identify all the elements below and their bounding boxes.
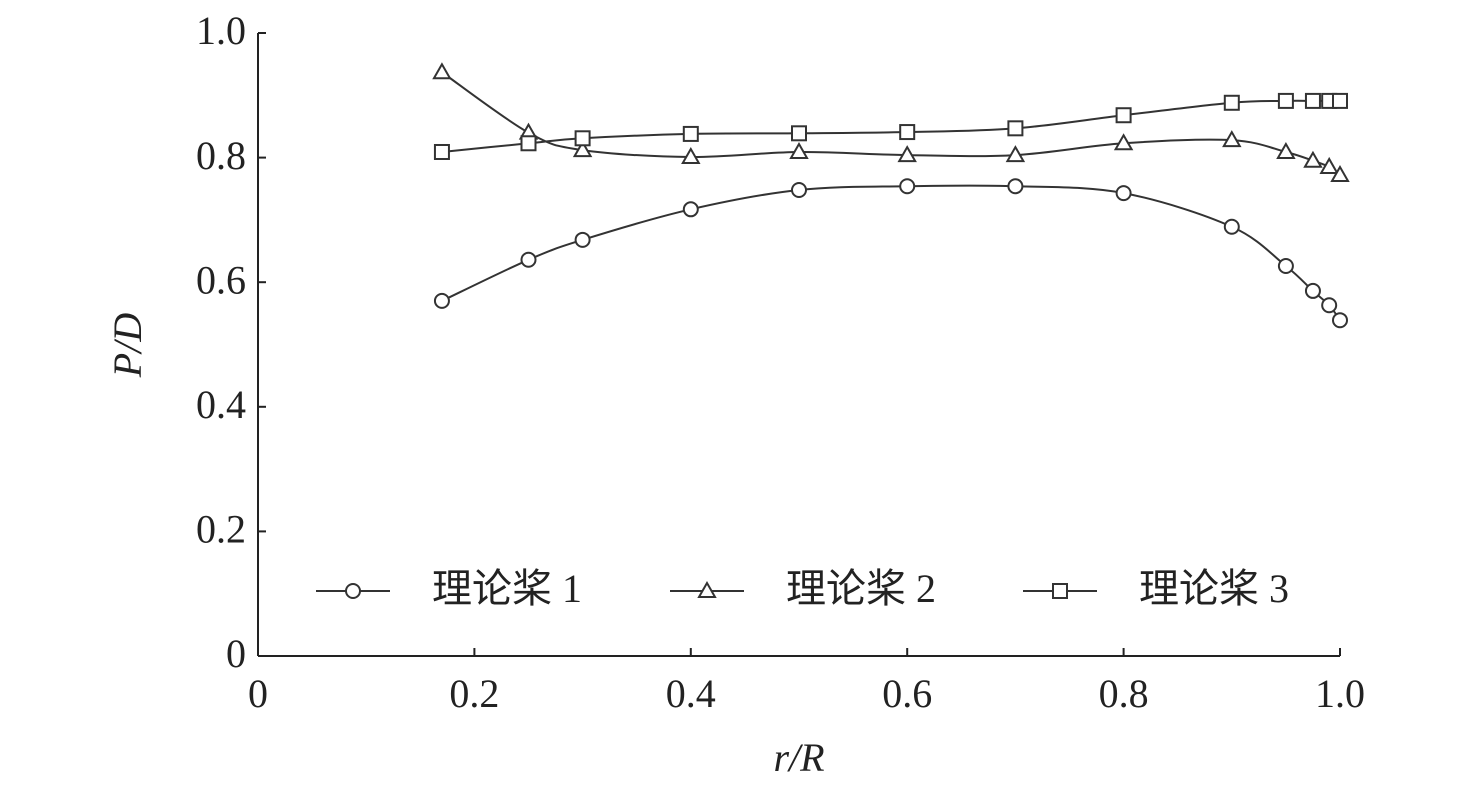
series-line [441,184,1341,321]
marker [1223,94,1240,111]
marker [1007,120,1024,137]
legend-label: 理论桨 2 [786,566,936,611]
marker [899,124,916,141]
marker [433,292,450,309]
marker [1052,583,1068,599]
marker [681,146,701,164]
y-tick-label: 0.8 [196,133,246,178]
marker [1330,165,1350,183]
x-tick-label: 0.6 [882,671,932,716]
y-tick-label: 1.0 [196,8,246,53]
marker [1115,107,1132,124]
marker [1005,145,1026,163]
y-tick-label: 0.6 [196,257,246,302]
marker [1276,141,1296,159]
marker [345,583,361,599]
marker [1304,282,1321,299]
marker [520,251,537,268]
marker [791,181,807,198]
marker [574,231,591,248]
marker [572,140,593,158]
marker [897,145,917,163]
marker [1277,258,1294,275]
marker [1223,218,1240,235]
marker [1304,92,1321,109]
x-axis-label: r/R [773,735,824,780]
marker [1222,130,1242,148]
marker [433,143,450,160]
marker [574,130,591,147]
x-tick-label: 1.0 [1315,671,1365,716]
series-line [441,71,1341,176]
x-tick-label: 0.8 [1099,671,1149,716]
marker [791,125,807,142]
legend-label: 理论桨 3 [1139,566,1289,611]
marker [1332,312,1348,329]
legend-label: 理论桨 1 [432,566,582,611]
y-tick-label: 0 [226,631,246,676]
marker [682,125,699,142]
y-axis-label: P/D [105,313,150,379]
marker [789,141,809,159]
marker [520,135,537,152]
marker [1277,92,1294,109]
marker [1321,297,1338,314]
x-tick-label: 0.2 [449,671,499,716]
y-tick-label: 0.4 [196,382,246,427]
marker [697,580,717,598]
marker [1007,178,1024,195]
x-tick-label: 0.4 [666,671,716,716]
marker [1319,156,1339,174]
marker [432,62,452,80]
marker [1113,133,1134,151]
marker [899,178,916,195]
x-tick-label: 0 [248,671,268,716]
marker [1115,185,1132,202]
marker [1332,92,1348,109]
marker [682,201,699,218]
marker [1303,150,1323,168]
y-tick-label: 0.2 [196,507,246,552]
